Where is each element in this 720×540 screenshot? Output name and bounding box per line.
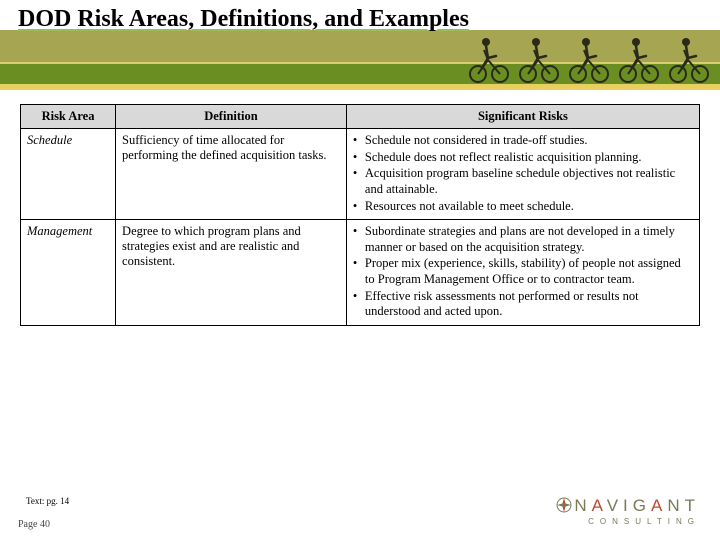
- page-number: Page 40: [18, 519, 50, 530]
- risk-item: Acquisition program baseline schedule ob…: [353, 166, 693, 197]
- cell-definition: Degree to which program plans and strate…: [116, 220, 347, 326]
- cell-risks: Subordinate strategies and plans are not…: [346, 220, 699, 326]
- risk-item: Effective risk assessments not performed…: [353, 289, 693, 320]
- risk-item: Resources not available to meet schedule…: [353, 199, 693, 215]
- risk-item: Schedule not considered in trade-off stu…: [353, 133, 693, 149]
- cyclist-graphic: [466, 30, 710, 85]
- risk-item: Subordinate strategies and plans are not…: [353, 224, 693, 255]
- cell-definition: Sufficiency of time allocated for perfor…: [116, 129, 347, 220]
- cyclist-icon: [516, 30, 560, 85]
- logo-text: NAVIGANT: [556, 497, 700, 516]
- logo-letter: A: [651, 496, 667, 515]
- logo-subtitle: CONSULTING: [556, 518, 700, 526]
- cell-area: Schedule: [21, 129, 116, 220]
- cell-risks: Schedule not considered in trade-off stu…: [346, 129, 699, 220]
- logo-letter: NT: [667, 496, 700, 515]
- logo-letter: A: [592, 496, 607, 515]
- risk-table: Risk Area Definition Significant Risks S…: [20, 104, 700, 326]
- cell-area: Management: [21, 220, 116, 326]
- col-header-definition: Definition: [116, 105, 347, 129]
- col-header-area: Risk Area: [21, 105, 116, 129]
- table-header-row: Risk Area Definition Significant Risks: [21, 105, 700, 129]
- table-row: Schedule Sufficiency of time allocated f…: [21, 129, 700, 220]
- col-header-risks: Significant Risks: [346, 105, 699, 129]
- footer: Text: pg. 14 Page 40 NAVIGANT CONSULTING: [0, 480, 720, 540]
- navigant-logo: NAVIGANT CONSULTING: [556, 497, 700, 526]
- text-reference: Text: pg. 14: [26, 496, 69, 506]
- logo-letter: VIG: [607, 496, 651, 515]
- cyclist-icon: [466, 30, 510, 85]
- table-row: Management Degree to which program plans…: [21, 220, 700, 326]
- content-area: Risk Area Definition Significant Risks S…: [0, 92, 720, 326]
- logo-letter: N: [574, 496, 591, 515]
- risk-item: Schedule does not reflect realistic acqu…: [353, 150, 693, 166]
- cyclist-icon: [616, 30, 660, 85]
- risk-item: Proper mix (experience, skills, stabilit…: [353, 256, 693, 287]
- page-title: DOD Risk Areas, Definitions, and Example…: [18, 6, 469, 34]
- cyclist-icon: [666, 30, 710, 85]
- compass-icon: [556, 497, 572, 516]
- header-band: DOD Risk Areas, Definitions, and Example…: [0, 0, 720, 92]
- cyclist-icon: [566, 30, 610, 85]
